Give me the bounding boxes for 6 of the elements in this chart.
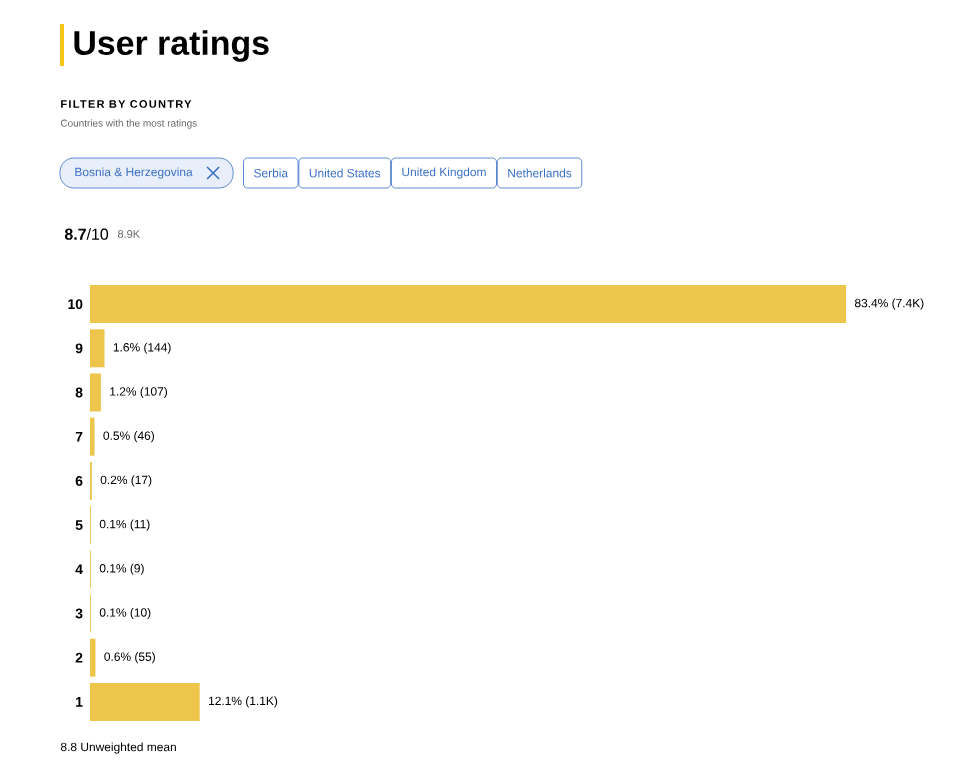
bar [90,682,200,721]
bar [90,285,847,324]
bar [90,373,101,412]
bar [90,638,96,677]
chart-title: User ratings [74,30,269,62]
bar [90,329,105,368]
